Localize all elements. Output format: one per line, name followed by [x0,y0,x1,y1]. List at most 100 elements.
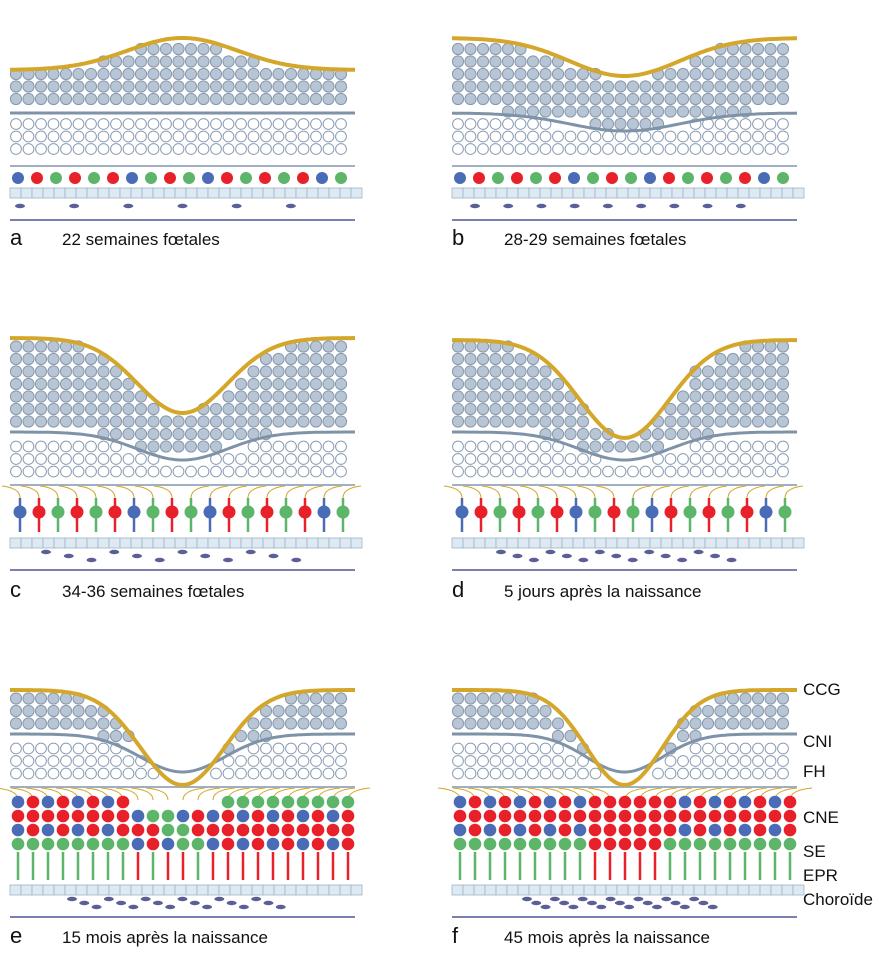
inner-nuclear-cell [272,465,285,478]
choroid-vessel [559,900,570,906]
inner-nuclear-cell [714,742,727,755]
inner-nuclear-cell [185,465,197,478]
inner-nuclear-cell [514,767,527,780]
inner-nuclear-cell [464,453,477,465]
epr-cell [284,187,297,199]
epr-cell [20,537,33,549]
photoreceptor [738,809,752,823]
ganglion-cell [726,55,740,68]
photoreceptor [50,172,62,184]
henle-fiber [20,485,40,499]
inner-nuclear-cell [222,118,235,130]
photoreceptor [511,172,523,184]
inner-nuclear-cell [172,465,185,478]
photoreceptor [221,809,235,823]
photoreceptor [483,795,497,809]
inner-nuclear-cell [702,465,714,478]
ganglion-cell [651,427,665,441]
ganglion-cell [309,717,323,730]
epr-cell [207,537,220,549]
epr-cell [594,537,607,549]
epr-cell [495,884,508,896]
epr-cell [174,537,187,549]
photoreceptor [644,172,656,184]
photoreceptor [206,837,220,851]
ganglion-cell [539,717,552,730]
inner-nuclear-cell [777,130,789,143]
epr-cell [306,884,319,896]
panel-caption: 28-29 semaines fœtales [504,230,686,249]
inner-nuclear-cell [247,143,260,155]
inner-nuclear-cell [322,118,335,130]
epr-cell [75,884,88,896]
photoreceptor [768,809,782,823]
ganglion-cell [501,352,515,366]
ganglion-cell [234,402,248,416]
choroid-vessel [251,896,262,902]
ganglion-cell [197,440,210,453]
ganglion-cell [222,390,235,403]
ganglion-cell [614,117,627,131]
inner-nuclear-cell [247,130,260,143]
ganglion-cell [464,415,477,428]
ganglion-cell [159,67,173,81]
epr-cell [240,884,253,896]
photoreceptor [131,837,145,851]
photoreceptor [543,837,557,851]
photoreceptor [317,505,331,519]
ganglion-surface [9,36,356,72]
inner-nuclear-cell [589,130,602,143]
choroid-vessel [569,203,580,209]
inner-nuclear-cell [297,130,310,143]
photoreceptor [71,809,85,823]
photoreceptor [783,809,797,823]
ganglion-cell [222,55,235,68]
ganglion-cell [564,729,577,743]
ganglion-cell [247,717,260,730]
inner-nuclear-cell [22,130,35,143]
ganglion-cell [22,80,35,93]
inner-nuclear-cell [222,130,235,143]
inner-nuclear-cell [577,130,589,143]
ganglion-cell [34,415,48,428]
inner-nuclear-cell [502,440,514,453]
epr-cell [737,884,750,896]
ganglion-cell [514,390,527,403]
ganglion-cell [551,390,565,403]
inner-nuclear-cell [297,440,310,453]
ganglion-cell [334,340,348,353]
inner-nuclear-cell [310,143,322,155]
ganglion-cell [526,80,540,93]
inner-nuclear-cell [614,465,627,478]
epr-cell [473,884,486,896]
photoreceptor [341,837,355,851]
ganglion-cell [514,352,527,366]
inner-nuclear-cell [752,742,764,755]
photoreceptor [89,505,103,519]
ganglion-cell [72,352,85,366]
inner-nuclear-cell [335,440,347,453]
choroid-vessel [128,904,139,910]
inner-nuclear-cell [285,118,297,130]
ganglion-cell [701,105,715,118]
inner-nuclear-cell [752,755,764,767]
ganglion-cell [451,415,465,428]
epr-cell [218,187,231,199]
ganglion-cell [489,390,502,403]
epr-cell [649,537,662,549]
ganglion-cell [551,80,565,93]
choroid-vessel [677,557,688,563]
panel-letter: f [452,923,459,948]
inner-nuclear-cell [677,465,689,478]
ganglion-cell [714,92,727,106]
photoreceptor [266,809,280,823]
inner-nuclear-cell [122,767,135,780]
epr-cell [350,537,363,549]
inner-nuclear-cell [752,453,764,465]
epr-cell [770,884,783,896]
photoreceptor [131,823,145,837]
ganglion-cell [134,390,148,403]
ganglion-cell [234,67,248,81]
ganglion-cell [626,92,640,106]
ganglion-cell [9,377,23,391]
